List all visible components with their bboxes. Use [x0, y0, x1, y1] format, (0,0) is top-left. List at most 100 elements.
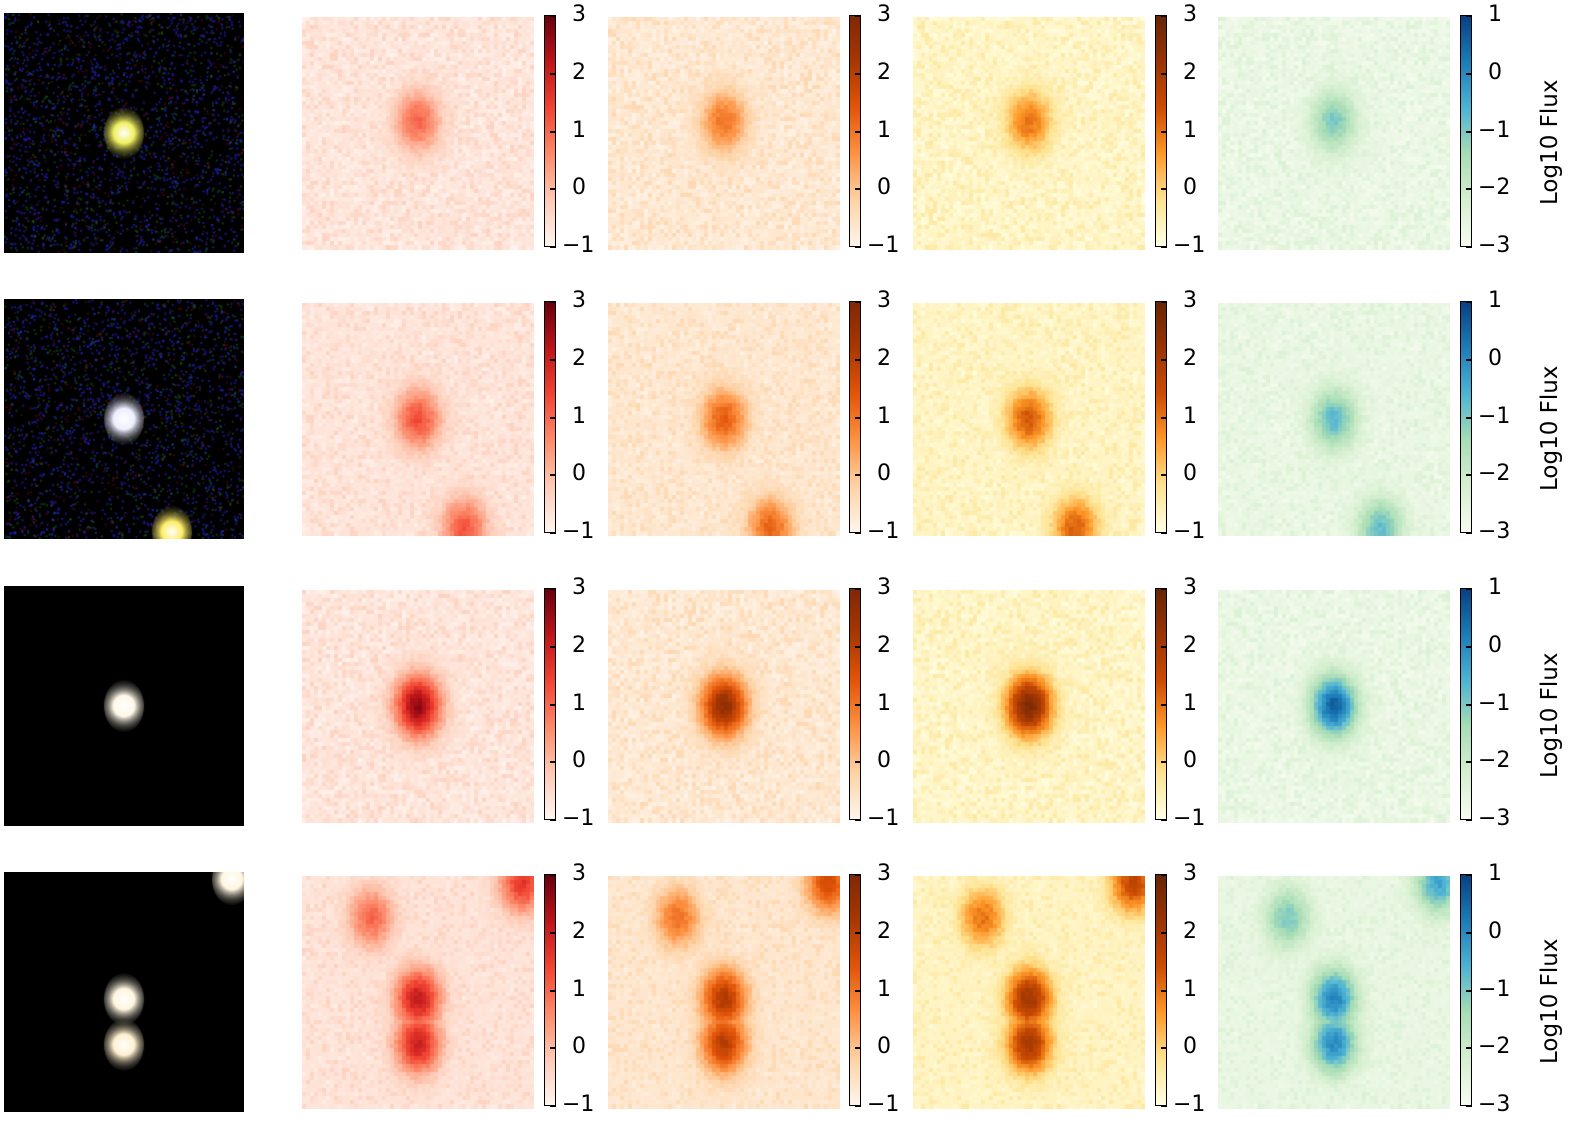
colorbar-tick	[1161, 761, 1167, 763]
colorbar-tick-label: 2	[877, 346, 891, 371]
colorbar-tick	[1466, 188, 1472, 190]
colorbar-tick-label: 0	[877, 175, 891, 200]
colorbar-tick	[1466, 73, 1472, 75]
flux-map-gnbu-row-1	[1218, 17, 1450, 250]
colorbar-axis-label: Log10 Flux	[1537, 79, 1563, 205]
colorbar-tick-label: 0	[877, 748, 891, 773]
colorbar-tick-label: 3	[877, 288, 891, 313]
flux-map-pixels	[913, 590, 1145, 823]
colorbar-tick-label: 1	[1183, 977, 1197, 1002]
colorbar-tick	[1466, 474, 1472, 476]
colorbar-tick-label: 0	[1183, 175, 1197, 200]
colorbar-tick	[550, 704, 556, 706]
flux-map-pixels	[608, 17, 840, 250]
colorbar-tick-label: 1	[877, 404, 891, 429]
colorbar-tick-label: 0	[1488, 919, 1502, 944]
colorbar-tick-label: 3	[572, 288, 586, 313]
colorbar-axis-label: Log10 Flux	[1537, 938, 1563, 1064]
colorbar-tick	[1161, 646, 1167, 648]
rgb-cutout-image	[4, 299, 244, 539]
colorbar-tick-label: −1	[562, 233, 595, 258]
colorbar-tick-label: 1	[1488, 575, 1502, 600]
colorbar-tick	[550, 990, 556, 992]
colorbar-tick-label: 0	[1488, 346, 1502, 371]
flux-map-pixels	[1218, 17, 1450, 250]
colorbar-tick-label: 0	[1183, 461, 1197, 486]
flux-map-pixels	[1218, 876, 1450, 1109]
colorbar-tick	[1161, 1105, 1167, 1107]
colorbar-tick	[1161, 819, 1167, 821]
colorbar-tick	[855, 301, 861, 303]
colorbar-tick-label: −3	[1478, 1092, 1511, 1117]
colorbar-tick	[550, 1047, 556, 1049]
colorbar-tick	[855, 932, 861, 934]
rgb-cutout-image	[4, 13, 244, 253]
colorbar-tick-label: 2	[877, 919, 891, 944]
colorbar-tick-label: 1	[877, 118, 891, 143]
colorbar-tick	[855, 874, 861, 876]
colorbar-tick	[550, 819, 556, 821]
flux-map-ylorbr-row-1	[913, 17, 1145, 250]
flux-map-gnbu-row-2	[1218, 303, 1450, 536]
colorbar-tick	[1466, 990, 1472, 992]
colorbar-tick-label: 0	[572, 461, 586, 486]
flux-map-gnbu-row-4	[1218, 876, 1450, 1109]
colorbar-tick	[550, 417, 556, 419]
colorbar-tick	[550, 932, 556, 934]
colorbar-tick-label: 3	[572, 2, 586, 27]
flux-map-pixels	[1218, 590, 1450, 823]
rgb-cutout-image	[4, 586, 244, 826]
colorbar-tick	[1161, 73, 1167, 75]
colorbar-tick	[855, 246, 861, 248]
colorbar-tick	[1466, 246, 1472, 248]
colorbar-tick	[1161, 1047, 1167, 1049]
colorbar-tick	[550, 15, 556, 17]
colorbar-tick	[855, 359, 861, 361]
colorbar-tick	[1161, 874, 1167, 876]
colorbar-tick-label: −3	[1478, 806, 1511, 831]
colorbar-tick	[550, 188, 556, 190]
colorbar-tick	[855, 588, 861, 590]
flux-map-reds-row-3	[302, 590, 534, 823]
colorbar-tick	[1466, 532, 1472, 534]
colorbar-axis-label: Log10 Flux	[1537, 652, 1563, 778]
colorbar-tick-label: 0	[1183, 748, 1197, 773]
colorbar-tick	[1161, 359, 1167, 361]
colorbar-tick	[855, 646, 861, 648]
colorbar-tick	[855, 15, 861, 17]
colorbar-tick	[855, 131, 861, 133]
flux-map-pixels	[1218, 303, 1450, 536]
flux-map-pixels	[302, 17, 534, 250]
flux-map-pixels	[302, 303, 534, 536]
colorbar-tick-label: −3	[1478, 519, 1511, 544]
colorbar-tick-label: 3	[1183, 575, 1197, 600]
colorbar-tick-label: −1	[1478, 977, 1511, 1002]
colorbar-tick-label: −1	[1173, 519, 1206, 544]
colorbar-tick-label: 3	[1183, 861, 1197, 886]
colorbar-tick-label: −1	[1173, 1092, 1206, 1117]
colorbar-tick-label: 0	[572, 175, 586, 200]
colorbar-tick-label: 0	[877, 1034, 891, 1059]
colorbar-tick	[550, 246, 556, 248]
colorbar-tick	[1466, 1047, 1472, 1049]
colorbar-tick-label: 3	[572, 861, 586, 886]
colorbar-tick-label: 1	[572, 977, 586, 1002]
colorbar-tick	[550, 474, 556, 476]
flux-map-ylorbr-row-2	[913, 303, 1145, 536]
colorbar-tick-label: −1	[867, 806, 900, 831]
colorbar-tick-label: 3	[572, 575, 586, 600]
colorbar-tick	[1466, 359, 1472, 361]
flux-map-ylorbr-row-3	[913, 590, 1145, 823]
colorbar-tick	[550, 588, 556, 590]
colorbar-tick-label: −1	[1478, 691, 1511, 716]
colorbar-tick-label: 1	[1183, 404, 1197, 429]
colorbar-tick	[1466, 131, 1472, 133]
colorbar-tick	[550, 359, 556, 361]
colorbar-tick	[1161, 990, 1167, 992]
colorbar-tick	[550, 131, 556, 133]
colorbar-tick	[1161, 704, 1167, 706]
colorbar-tick	[1161, 131, 1167, 133]
colorbar-tick-label: 2	[877, 633, 891, 658]
colorbar-tick	[550, 532, 556, 534]
